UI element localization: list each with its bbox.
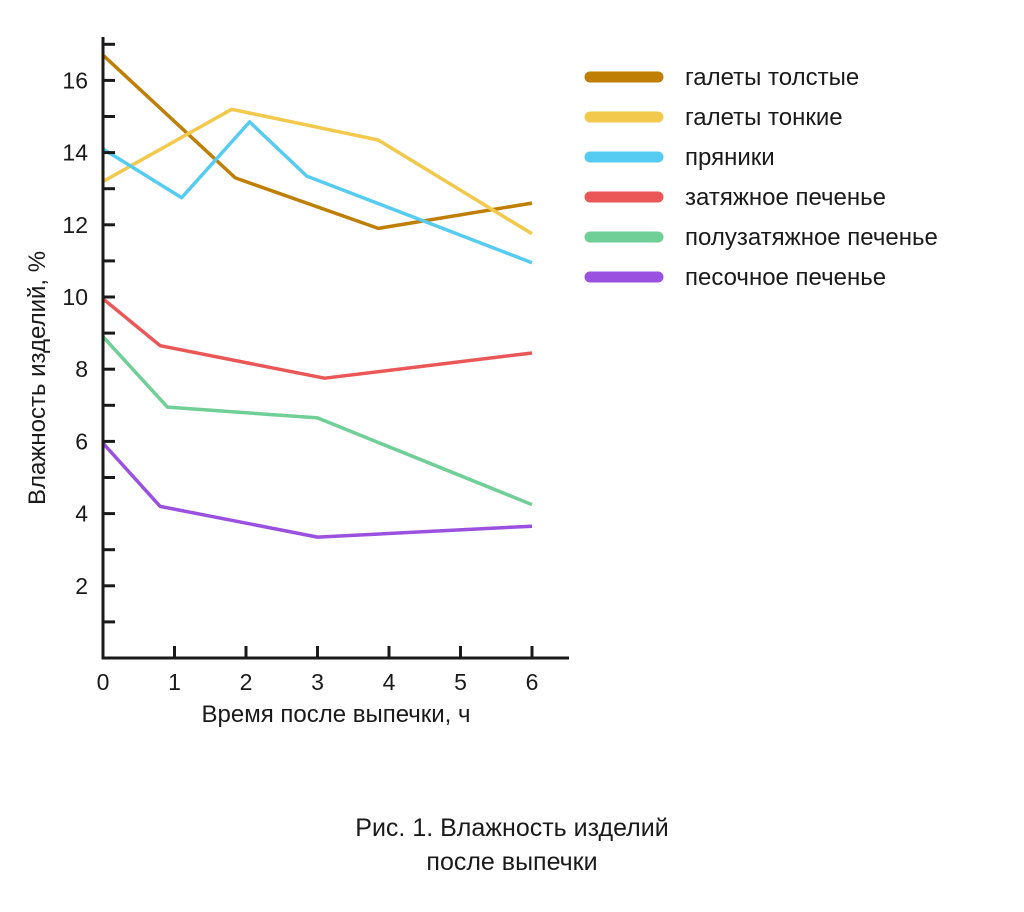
- x-tick-label: 6: [526, 669, 539, 695]
- legend-label: галеты толстые: [685, 64, 859, 91]
- legend-item: галеты толстые: [584, 64, 859, 91]
- plot-area: [101, 53, 533, 539]
- x-tick-label: 0: [97, 669, 110, 695]
- series-line-2: [102, 120, 533, 265]
- legend-item: галеты тонкие: [584, 104, 843, 131]
- series-line-5: [101, 442, 533, 539]
- y-tick-label: 2: [75, 573, 88, 599]
- x-tick-label: 3: [311, 669, 324, 695]
- x-tick-label: 2: [240, 669, 253, 695]
- x-tick-label: 5: [454, 669, 467, 695]
- legend-label: галеты тонкие: [685, 104, 843, 131]
- y-tick-label: 14: [62, 140, 88, 166]
- legend-item: пряники: [584, 144, 775, 171]
- legend-item: полузатяжное печенье: [584, 224, 938, 251]
- y-tick-label: 16: [62, 67, 88, 93]
- figure-caption-line-2: после выпечки: [426, 848, 598, 876]
- legend-item: песочное печенье: [584, 264, 886, 291]
- y-tick-label: 8: [75, 356, 88, 382]
- y-tick-label: 6: [75, 428, 88, 454]
- legend-item: затяжное печенье: [584, 184, 886, 211]
- y-tick-label: 10: [62, 284, 88, 310]
- legend-label: пряники: [685, 144, 775, 171]
- legend-label: полузатяжное печенье: [685, 224, 938, 251]
- legend-label: песочное печенье: [685, 264, 886, 291]
- y-axis-title: Влажность изделий, %: [24, 251, 51, 505]
- x-tick-label: 4: [383, 669, 396, 695]
- series-line-0: [101, 53, 533, 231]
- series-line-3: [101, 297, 533, 380]
- y-tick-label: 12: [62, 212, 88, 238]
- legend-label: затяжное печенье: [685, 184, 886, 211]
- figure-caption-line-1: Рис. 1. Влажность изделий: [355, 814, 669, 842]
- x-tick-label: 1: [168, 669, 181, 695]
- x-axis-title: Время после выпечки, ч: [201, 701, 470, 728]
- y-tick-label: 4: [75, 501, 88, 527]
- series-line-1: [102, 107, 533, 236]
- legend: галеты толстые галеты тонкие пряники затяжн…: [584, 64, 938, 291]
- series-line-4: [101, 335, 533, 507]
